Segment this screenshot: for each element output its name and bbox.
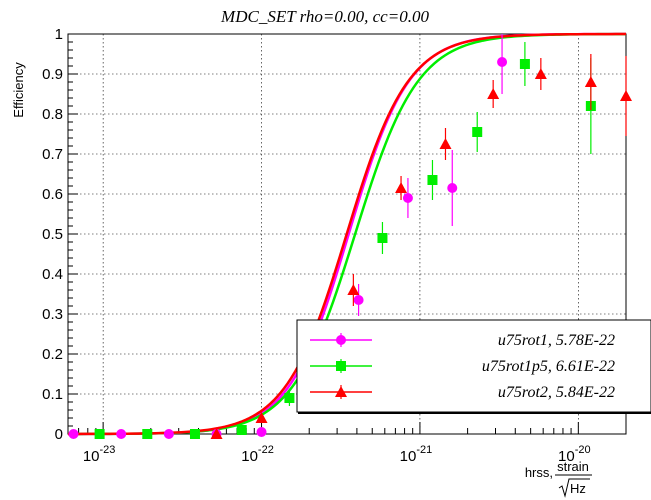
fit-curve <box>67 32 627 436</box>
legend-marker-triangle <box>335 386 347 397</box>
sqrt-sign-icon <box>558 478 590 498</box>
data-point-circle <box>116 429 127 439</box>
x-tick-label: 10-23 <box>83 444 116 465</box>
y-tick-label: 0.5 <box>42 226 63 243</box>
x-axis-label: hrss, <box>525 465 553 480</box>
data-point-square <box>189 429 200 439</box>
legend-label: u75rot1p5, 6.61E-22 <box>482 358 615 375</box>
x-tick-label: 10-21 <box>400 444 433 465</box>
x-tick-exponent: -22 <box>258 444 274 456</box>
y-tick-label: 0.9 <box>42 66 63 83</box>
x-tick-label: 10-22 <box>241 444 274 465</box>
y-tick-label: 0 <box>55 426 63 443</box>
x-tick-exponent: -20 <box>575 444 591 456</box>
data-point-square <box>472 127 483 137</box>
data-point-square <box>284 393 295 403</box>
legend: u75rot1, 5.78E-22 u75rot1p5, 6.61E-22 u75r… <box>296 319 651 414</box>
data-point-circle <box>353 295 364 305</box>
x-tick-base: 10 <box>241 448 258 465</box>
data-point-square <box>236 425 247 435</box>
fit-curves <box>67 32 627 436</box>
y-ticks: 0 0.1 0.2 0.3 0.4 0.5 0.6 0.7 0.8 0.9 1 <box>42 26 63 443</box>
data-point-triangle <box>210 428 223 439</box>
x-tick-exponent: -23 <box>100 444 116 456</box>
data-point-circle <box>163 429 174 439</box>
data-point-square <box>94 429 105 439</box>
data-point-triangle <box>620 90 632 101</box>
data-point-circle <box>447 183 458 193</box>
x-axis-unit-numerator: strain <box>557 459 589 474</box>
y-axis-label: Efficiency <box>11 62 26 118</box>
data-point-triangle <box>255 412 268 423</box>
x-tick-base: 10 <box>558 448 575 465</box>
x-tick-base: 10 <box>400 448 417 465</box>
data-point-square <box>142 429 153 439</box>
data-markers <box>68 34 632 439</box>
x-tick-exponent: -21 <box>416 444 432 456</box>
data-point-circle <box>497 57 508 67</box>
legend-label: u75rot2, 5.84E-22 <box>498 384 615 401</box>
data-point-triangle <box>584 76 597 87</box>
y-tick-label: 0.2 <box>42 346 63 363</box>
legend-marker-square <box>336 361 346 371</box>
y-tick-label: 0.7 <box>42 146 63 163</box>
y-tick-label: 0.6 <box>42 186 63 203</box>
data-point-triangle <box>347 284 360 295</box>
chart-title: MDC_SET rho=0.00, cc=0.00 <box>220 7 429 26</box>
data-point-circle <box>256 427 267 437</box>
x-tick-label: 10-20 <box>558 444 591 465</box>
data-point-triangle <box>487 88 500 99</box>
y-tick-label: 0.4 <box>42 266 63 283</box>
data-point-triangle <box>439 138 452 149</box>
x-axis-title: hrss, strain Hz <box>525 459 592 498</box>
legend-label: u75rot1, 5.78E-22 <box>498 332 615 349</box>
data-point-circle <box>68 429 79 439</box>
x-tick-base: 10 <box>83 448 100 465</box>
y-tick-label: 0.8 <box>42 106 63 123</box>
y-tick-label: 1 <box>55 26 63 43</box>
data-point-circle <box>402 193 413 203</box>
x-axis-unit-denominator: Hz <box>570 481 586 496</box>
x-ticks: 10-23 10-22 10-21 10-20 <box>83 444 591 465</box>
y-tick-label: 0.1 <box>42 386 63 403</box>
legend-marker-circle <box>336 335 346 345</box>
data-point-triangle <box>395 182 408 193</box>
data-point-triangle <box>534 68 547 79</box>
legend-shadow <box>298 412 651 414</box>
data-point-square <box>519 59 530 69</box>
data-point-square <box>377 233 388 243</box>
y-tick-label: 0.3 <box>42 306 63 323</box>
data-point-square <box>427 175 438 185</box>
